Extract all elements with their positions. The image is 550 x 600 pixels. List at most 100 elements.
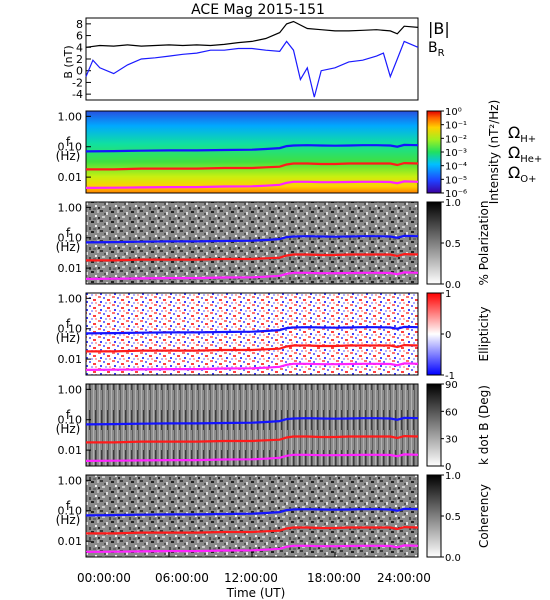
- y-tick-label: 0.10: [58, 505, 83, 518]
- gyrofreq-line-h: [85, 234, 419, 244]
- colorbar-tick-label: 10⁻⁶: [445, 189, 467, 200]
- colorbar-tick-label: 1.0: [445, 198, 461, 209]
- gyrofreq-line-o: [85, 453, 419, 462]
- gyrofreq-line-he: [86, 525, 419, 535]
- figure-title: ACE Mag 2015-151: [191, 2, 325, 18]
- y-tick-label: 1.00: [58, 292, 83, 305]
- gyrofreq-line-o: [85, 362, 419, 371]
- gyrofreq-line-h: [85, 416, 419, 426]
- colorbar-tick-label: 60: [445, 407, 458, 418]
- y-tick-label: 0.01: [58, 262, 83, 275]
- spectrogram-panel-polarization: 1.00 0.10 0.01 f (Hz) 1.0 0.5 0.0 % Polarization: [56, 198, 491, 291]
- plot-frame: [85, 383, 419, 467]
- colorbar-tick-label: 90: [445, 380, 458, 391]
- legend-omega-o: ΩO+: [508, 163, 536, 185]
- gyrofreq-line-o: [85, 271, 419, 280]
- gyrofreq-line-h: [85, 143, 419, 153]
- y-axis-label: f (Hz): [56, 499, 81, 527]
- colorbar-tick-label: 0: [445, 462, 451, 473]
- gyrofreq-line-he: [86, 252, 419, 262]
- y-axis-label: f (Hz): [56, 226, 81, 254]
- y-tick-label: 0.10: [58, 141, 83, 154]
- time-tick-label: 06:00:00: [155, 571, 209, 585]
- y-tick-label: 1.00: [58, 383, 83, 396]
- y-tick-label: 8: [76, 18, 83, 31]
- spectrogram-image: [86, 293, 418, 375]
- y-tick-label: -4: [72, 88, 83, 101]
- spectrogram-panel-coherency: 1.00 0.10 0.01 f (Hz) 1.0 0.5 0.0 Coherency: [56, 471, 491, 564]
- y-tick-label: 2: [76, 53, 83, 66]
- colorbar: [426, 383, 442, 467]
- time-tick-label: 18:00:00: [307, 571, 361, 585]
- y-tick-label: 1.00: [58, 474, 83, 487]
- y-tick-label: 0.10: [58, 323, 83, 336]
- gyrofreq-line-he: [86, 343, 419, 353]
- colorbar-tick-label: 10⁻¹: [445, 121, 467, 132]
- y-tick-label: 6: [76, 30, 83, 43]
- y-tick-label: 0.01: [58, 444, 83, 457]
- colorbar-label: Coherency: [477, 484, 491, 548]
- y-axis-label: f (Hz): [56, 135, 81, 163]
- spectrogram-panel-k-dot-b: 1.00 0.10 0.01 f (Hz) 90 60 30 0 k dot B (Deg): [56, 380, 491, 473]
- colorbar-tick-label: 30: [445, 435, 458, 446]
- y-tick-label: 0.01: [58, 353, 83, 366]
- colorbar-tick-label: -1: [445, 371, 455, 382]
- colorbar-label: k dot B (Deg): [477, 385, 491, 465]
- colorbar-tick-label: 10⁻⁴: [445, 162, 467, 173]
- x-axis-title: Time (UT): [226, 586, 286, 600]
- colorbar-tick-label: 0.5: [445, 239, 461, 250]
- plot-frame: [85, 201, 419, 285]
- time-tick-label: 24:00:00: [377, 571, 431, 585]
- legend-omega-h: ΩH+: [508, 123, 536, 145]
- gyrofreq-line-h: [85, 325, 419, 335]
- y-axis-label: B (nT): [62, 45, 75, 78]
- spectrogram-image: [86, 475, 418, 557]
- colorbar-tick-label: 10⁻³: [445, 148, 467, 159]
- x-axis-labels: 00:00:00 06:00:00 12:00:00 18:00:00 24:0…: [77, 571, 431, 600]
- y-axis-label: f (Hz): [56, 317, 81, 345]
- y-tick-label: 0.10: [58, 232, 83, 245]
- y-tick-label: 1.00: [58, 110, 83, 123]
- colorbar: [426, 201, 442, 285]
- colorbar-tick-label: 10⁰: [445, 107, 462, 118]
- title-group: ACE Mag 2015-151: [191, 2, 325, 18]
- colorbar-tick-label: 0.0: [445, 553, 461, 564]
- colorbar-tick-label: 1: [445, 289, 451, 300]
- legend-b-total: |B|: [428, 19, 450, 38]
- colorbar-tick-label: 1.0: [445, 471, 461, 482]
- colorbar: [426, 110, 442, 194]
- y-tick-label: 0.10: [58, 414, 83, 427]
- colorbar-tick-label: 0.5: [445, 512, 461, 523]
- gyrofreq-line-he: [86, 434, 419, 444]
- y-tick-label: 1.00: [58, 201, 83, 214]
- colorbar-label: Intensity (nT²/Hz): [487, 100, 501, 205]
- gyrofreq-line-h: [85, 507, 419, 517]
- time-tick-label: 12:00:00: [224, 571, 278, 585]
- spectrogram-image: [86, 384, 418, 466]
- colorbar-tick-label: 10⁻⁵: [445, 175, 467, 186]
- plot-frame: [85, 292, 419, 376]
- spectrogram-image: [86, 111, 418, 193]
- series-line-b-total: [85, 20, 419, 48]
- spectrogram-panel-intensity: 1.00 0.10 0.01 f (Hz) 10⁰ 10⁻¹ 10⁻² 10⁻³ 10⁻⁴ 10⁻⁵…: [56, 100, 543, 205]
- spectrogram-image: [86, 202, 418, 284]
- y-tick-label: 0.01: [58, 535, 83, 548]
- colorbar-tick-label: 0.0: [445, 280, 461, 291]
- spectrogram-panel-ellipticity: 1.00 0.10 0.01 f (Hz) 1 0 -1 Ellipticity: [56, 289, 491, 382]
- plot-frame: [85, 110, 419, 194]
- gyrofreq-line-o: [85, 544, 419, 553]
- gyrofreq-line-o: [85, 180, 419, 189]
- colorbar: [426, 474, 442, 558]
- y-tick-label: 0: [76, 65, 83, 78]
- colorbar-label: % Polarization: [477, 201, 491, 286]
- y-tick-label: -2: [72, 76, 83, 89]
- legend-omega-he: ΩHe+: [508, 143, 542, 165]
- y-tick-label: 0.01: [58, 171, 83, 184]
- colorbar-label: Ellipticity: [477, 307, 491, 362]
- colorbar-tick-label: 0: [445, 330, 451, 341]
- y-axis-label: f (Hz): [56, 408, 81, 436]
- y-tick-label: 4: [76, 41, 83, 54]
- gyrofreq-line-he: [86, 161, 419, 171]
